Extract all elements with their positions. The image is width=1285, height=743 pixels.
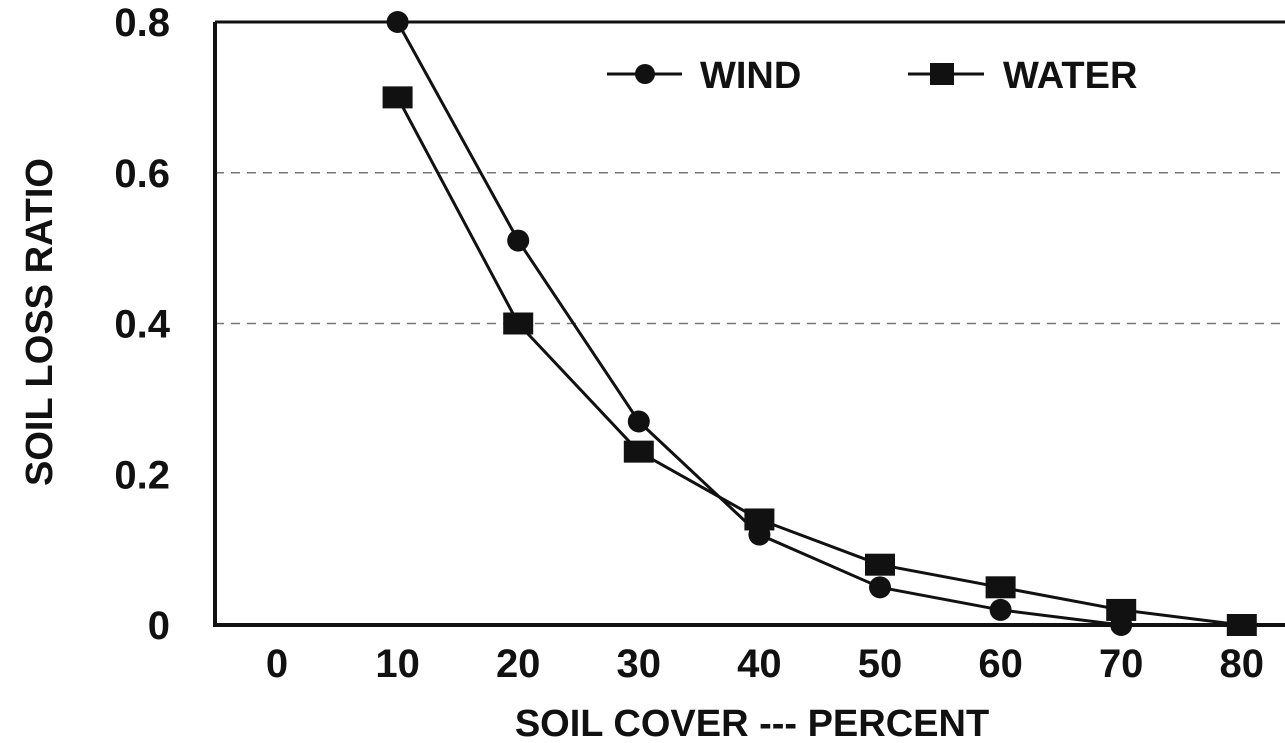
x-tick-label: 80: [1220, 642, 1265, 686]
data-point-water: [1106, 598, 1137, 621]
y-axis-title: SOIL LOSS RATIO: [19, 158, 61, 486]
legend-item-water: WATER: [908, 55, 1137, 97]
data-point-water: [382, 86, 413, 109]
data-point-wind: [989, 598, 1012, 621]
legend: WIND WATER: [607, 55, 1137, 97]
x-tick-label: 50: [858, 642, 903, 686]
data-point-water: [985, 576, 1016, 599]
x-tick-label: 40: [737, 642, 782, 686]
data-point-water: [623, 440, 654, 463]
data-point-water: [865, 553, 895, 576]
tick-labels: 0 10 20 30 40 50 60 70 80 0 0.2 0.4 0.6 0.8: [114, 1, 1264, 686]
series-line-wind: [396, 21, 1242, 627]
data-point-wind: [627, 410, 650, 433]
grid-lines: [215, 172, 1285, 325]
x-tick-label: 10: [375, 642, 420, 686]
data-point-water: [503, 312, 534, 335]
data-point-water: [744, 508, 775, 531]
data-point-wind: [386, 11, 409, 33]
legend-wind-label: WIND: [700, 55, 801, 97]
y-tick-label: 0.6: [114, 152, 170, 196]
y-tick-label: 0: [148, 604, 170, 648]
series-line-water: [396, 96, 1242, 627]
x-tick-label: 20: [496, 642, 541, 686]
x-tick-label: 0: [266, 642, 288, 686]
series-layer: [382, 11, 1257, 636]
data-point-water: [1226, 614, 1257, 636]
legend-water-label: WATER: [1003, 55, 1137, 97]
legend-item-wind: WIND: [607, 55, 801, 97]
y-tick-label: 0.2: [114, 453, 170, 497]
data-point-wind: [869, 576, 891, 599]
x-tick-label: 70: [1099, 642, 1144, 686]
legend-wind-circle-marker: [635, 64, 655, 84]
x-tick-label: 60: [978, 642, 1023, 686]
y-tick-label: 0.4: [114, 303, 170, 347]
data-point-wind: [507, 229, 530, 252]
legend-water-square-marker: [930, 63, 954, 85]
x-tick-label: 30: [617, 642, 662, 686]
x-axis-title: SOIL COVER --- PERCENT: [515, 703, 989, 743]
y-tick-label: 0.8: [114, 1, 170, 45]
